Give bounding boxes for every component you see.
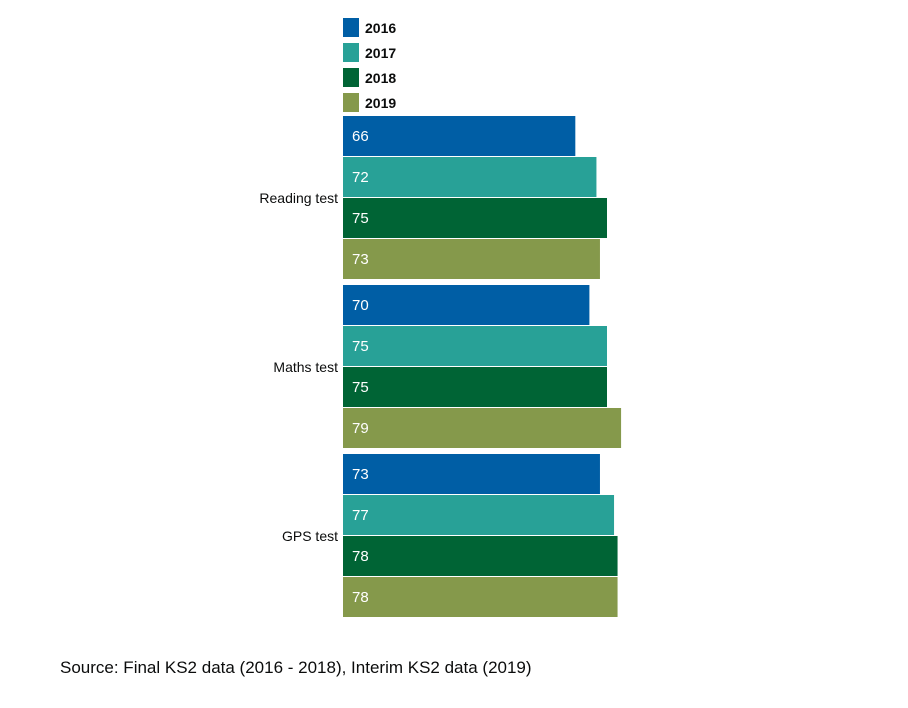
bar-2016 [343, 454, 600, 494]
source-note: Source: Final KS2 data (2016 - 2018), In… [60, 658, 532, 677]
bar-2019 [343, 577, 618, 617]
bar-2019 [343, 408, 622, 448]
bar-value-label: 79 [352, 420, 369, 437]
category-label: GPS test [282, 528, 338, 544]
bar-2017 [343, 157, 597, 197]
legend-item-2017: 2017 [343, 40, 396, 65]
legend-label-2019: 2019 [365, 94, 397, 111]
bar-2016 [343, 285, 590, 325]
legend-swatch-2017 [343, 43, 359, 62]
bar-value-label: 75 [352, 210, 369, 227]
legend-swatch-2019 [343, 93, 359, 112]
legend-item-2016: 2016 [343, 15, 396, 40]
legend-swatch-2018 [343, 68, 359, 87]
bar-value-label: 70 [352, 297, 369, 314]
category-label: Reading test [259, 190, 338, 206]
bar-value-label: 77 [352, 507, 369, 524]
legend-item-2018: 2018 [343, 65, 396, 90]
bar-value-label: 75 [352, 379, 369, 396]
bar-value-label: 75 [352, 338, 369, 355]
legend-label-2016: 2016 [365, 19, 397, 36]
bar-2018 [343, 367, 607, 407]
bar-value-label: 66 [352, 128, 369, 145]
bar-chart: Reading test 66 72 75 73 Maths test 70 75 75 79 GP… [259, 116, 622, 617]
legend-label-2018: 2018 [365, 69, 397, 86]
category-label: Maths test [273, 359, 338, 375]
bar-value-label: 72 [352, 169, 369, 186]
bar-2018 [343, 198, 607, 238]
legend-item-2019: 2019 [343, 90, 396, 115]
bar-value-label: 73 [352, 251, 369, 268]
bar-2017 [343, 495, 615, 535]
chart-legend: 2016 2017 2018 2019 [343, 15, 396, 115]
bar-2019 [343, 239, 600, 279]
bar-2018 [343, 536, 618, 576]
bar-2017 [343, 326, 607, 366]
bar-2016 [343, 116, 576, 156]
legend-swatch-2016 [343, 18, 359, 37]
legend-label-2017: 2017 [365, 44, 397, 61]
bar-value-label: 73 [352, 466, 369, 483]
bar-value-label: 78 [352, 548, 369, 565]
bar-value-label: 78 [352, 589, 369, 606]
